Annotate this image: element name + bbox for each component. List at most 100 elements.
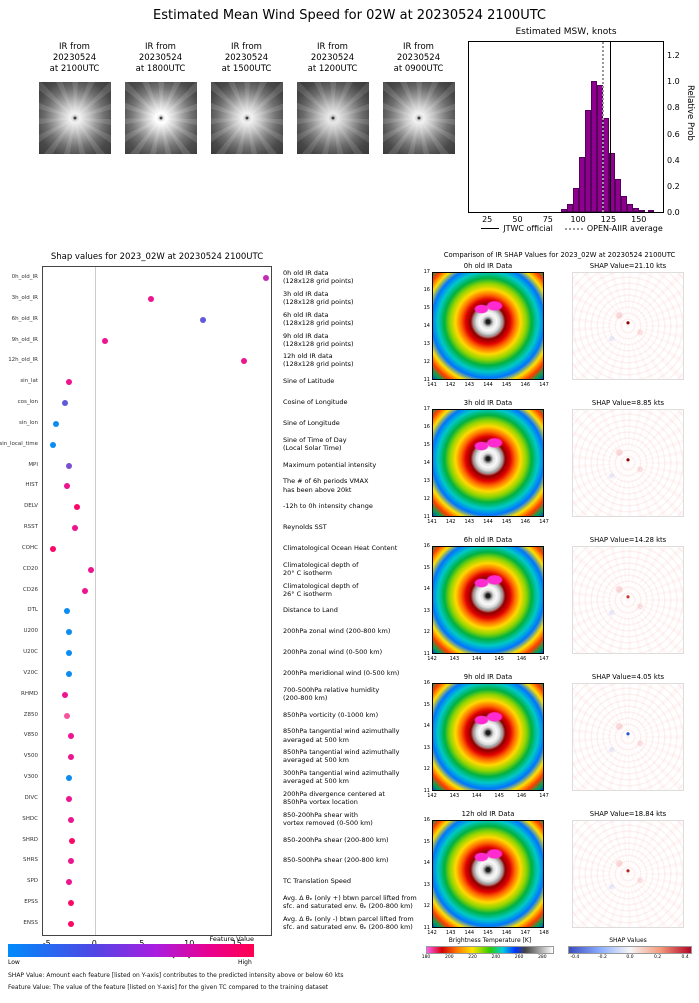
- feature-desc-dtl: Distance to Land: [283, 606, 338, 615]
- map-ytick: 12: [423, 766, 430, 773]
- histogram-xtick: 25: [482, 215, 493, 224]
- ir-satellite-image: [124, 82, 197, 154]
- brightness-temperature-tick: 260: [514, 955, 524, 960]
- feature-desc-v500: 850hPa tangential wind azimuthally avera…: [283, 748, 400, 765]
- histogram-bar: [590, 81, 597, 212]
- shap-xtick: 10: [184, 939, 194, 948]
- map-xtick: 143: [449, 793, 460, 799]
- feature-desc-sin-local-time: Sine of Time of Day (Local Solar Time): [283, 435, 347, 452]
- map-xtick: 144: [472, 793, 482, 799]
- shap-map-title: SHAP Value=21.10 kts: [589, 262, 667, 270]
- histogram-bar: [584, 110, 591, 212]
- histogram-ytick: 0.2: [667, 181, 680, 191]
- shap-feature-names: 0h_old_IR 3h_old_IR 6h_old_IR 9h_old_IR 12h_…: [0, 266, 40, 936]
- feature-desc-u20c: 200hPa zonal wind (0-500 km): [283, 648, 383, 657]
- map-xtick: 147: [539, 793, 549, 799]
- feature-desc-6h-old-ir: 6h old IR data (128x128 grid points): [283, 310, 354, 327]
- shap-xticks: -5 0 5 10 15: [42, 939, 272, 949]
- feature-label-9h-old-ir: 9h_old_IR: [11, 336, 38, 343]
- feature-desc-shrs: 850-500hPa shear (200-800 km): [283, 856, 389, 865]
- feature-label-epss: EPSS: [24, 899, 38, 906]
- shap-dot-cohc: [50, 545, 57, 552]
- map-xtick: 144: [464, 930, 475, 936]
- feature-label-3h-old-ir: 3h_old_IR: [11, 294, 38, 301]
- shap-values-colorbar: [568, 946, 692, 954]
- map-xtick: 145: [483, 930, 493, 936]
- ir-satellite-image: [38, 82, 111, 154]
- ir-thumbnail-label: IR from 20230524 at 1200UTC: [307, 42, 358, 75]
- brightness-temperature-tick: 180: [421, 955, 431, 960]
- map-xtick: 142: [445, 519, 456, 525]
- ir-map-title: 3h old IR Data: [463, 399, 513, 407]
- map-ytick: 14: [423, 860, 430, 867]
- map-xtick: 143: [445, 930, 456, 936]
- map-xtick: 147: [539, 382, 549, 388]
- comparison-row-0: 0h old IR Data SHAP Value=21.10 kts 17 16 15…: [420, 261, 699, 398]
- map-xtick: 143: [464, 382, 475, 388]
- histogram-xtick: 100: [570, 215, 586, 224]
- feature-value-colorbar-label: Feature Value: [209, 935, 254, 943]
- page-title: Estimated Mean Wind Speed for 02W at 202…: [153, 8, 546, 23]
- histogram-legend: JTWC official OPEN-AIIR average: [445, 224, 699, 233]
- shap-feature-descs: 0h old IR data (128x128 grid points) 3h o…: [283, 266, 425, 936]
- shap-dot-delv: [74, 504, 81, 511]
- map-ytick: 17: [423, 269, 430, 275]
- map-ytick: 17: [423, 406, 430, 412]
- ir-map-title: 12h old IR Data: [461, 810, 515, 818]
- feature-desc-divc: 200hPa divergence centered at 850hPa vor…: [283, 789, 385, 806]
- map-ytick: 11: [423, 377, 430, 383]
- shap-value-map: [572, 272, 684, 380]
- comparison-title: Comparison of IR SHAP Values for 2023_02…: [443, 251, 676, 259]
- comparison-row-3: 9h old IR Data SHAP Value=4.05 kts 16 15 14 1…: [420, 672, 699, 809]
- map-xtick: 145: [494, 656, 504, 662]
- feature-label-sin-lon: sin_lon: [18, 419, 38, 426]
- shap-dot-rsst: [72, 525, 79, 532]
- shap-dot-v20c: [65, 670, 72, 677]
- feature-desc-delv: -12h to 0h intensity change: [283, 502, 373, 511]
- shap-dot-mpi: [65, 462, 72, 469]
- shap-dot-z850: [63, 712, 70, 719]
- shap-dot-cd26: [81, 587, 88, 594]
- legend-item-0: JTWC official: [481, 224, 553, 233]
- shap-values-ticks: -0.4 -0.2 0.0 0.2 0.4: [568, 955, 692, 963]
- brightness-temperature-tick: 200: [444, 955, 454, 960]
- feature-label-sin-lat: sin_lat: [20, 378, 38, 385]
- map-xtick: 147: [520, 930, 531, 936]
- map-xtick: 145: [494, 793, 504, 799]
- feature-label-cohc: COHC: [21, 544, 38, 551]
- feature-label-v20c: V20C: [23, 669, 38, 676]
- comparison-row-1: 3h old IR Data SHAP Value=8.85 kts 17 16 15 1…: [420, 398, 699, 535]
- histogram-bar: [621, 196, 628, 212]
- feature-desc-spd: TC Translation Speed: [283, 877, 352, 886]
- shap-value-map: [572, 409, 684, 517]
- feature-desc-mpi: Maximum potential intensity: [283, 460, 377, 469]
- shap-value-map: [572, 683, 684, 791]
- shap-plot-title: Shap values for 2023_02W at 20230524 210…: [50, 252, 264, 262]
- ir-data-map: [432, 409, 544, 517]
- map-ytick: 14: [423, 723, 430, 730]
- map-ytick: 16: [423, 817, 430, 823]
- shap-dot-divc: [65, 795, 72, 802]
- shap-dot-sin-local-time: [50, 441, 57, 448]
- map-ytick: 11: [423, 514, 430, 520]
- feature-desc-shdc: 850-200hPa shear with vortex removed (0-…: [283, 810, 373, 827]
- map-ytick: 11: [423, 651, 430, 657]
- map-ytick: 12: [423, 496, 430, 502]
- brightness-temperature-tick: 240: [491, 955, 501, 960]
- shap-dot-sin-lon: [53, 420, 60, 427]
- ir-map-title: 0h old IR Data: [463, 262, 513, 270]
- shap-dot-shrd: [69, 837, 76, 844]
- shap-dot-spd: [65, 879, 72, 886]
- feature-label-v500: V500: [23, 753, 38, 760]
- jtwc-official-line: [609, 42, 611, 212]
- shap-dot-9h-old-ir: [101, 337, 108, 344]
- ir-map-wrap: 17 16 15 14 13 12 11 141 142 143 144 145 146 147: [424, 269, 549, 388]
- histogram-ytick: 0.6: [667, 129, 680, 139]
- map-ytick: 14: [423, 460, 430, 466]
- map-xtick: 146: [516, 656, 527, 662]
- ir-satellite-image: [210, 82, 283, 154]
- map-ytick: 15: [423, 701, 430, 708]
- shap-xtick: 5: [139, 939, 144, 948]
- shap-dot-epss: [67, 900, 74, 907]
